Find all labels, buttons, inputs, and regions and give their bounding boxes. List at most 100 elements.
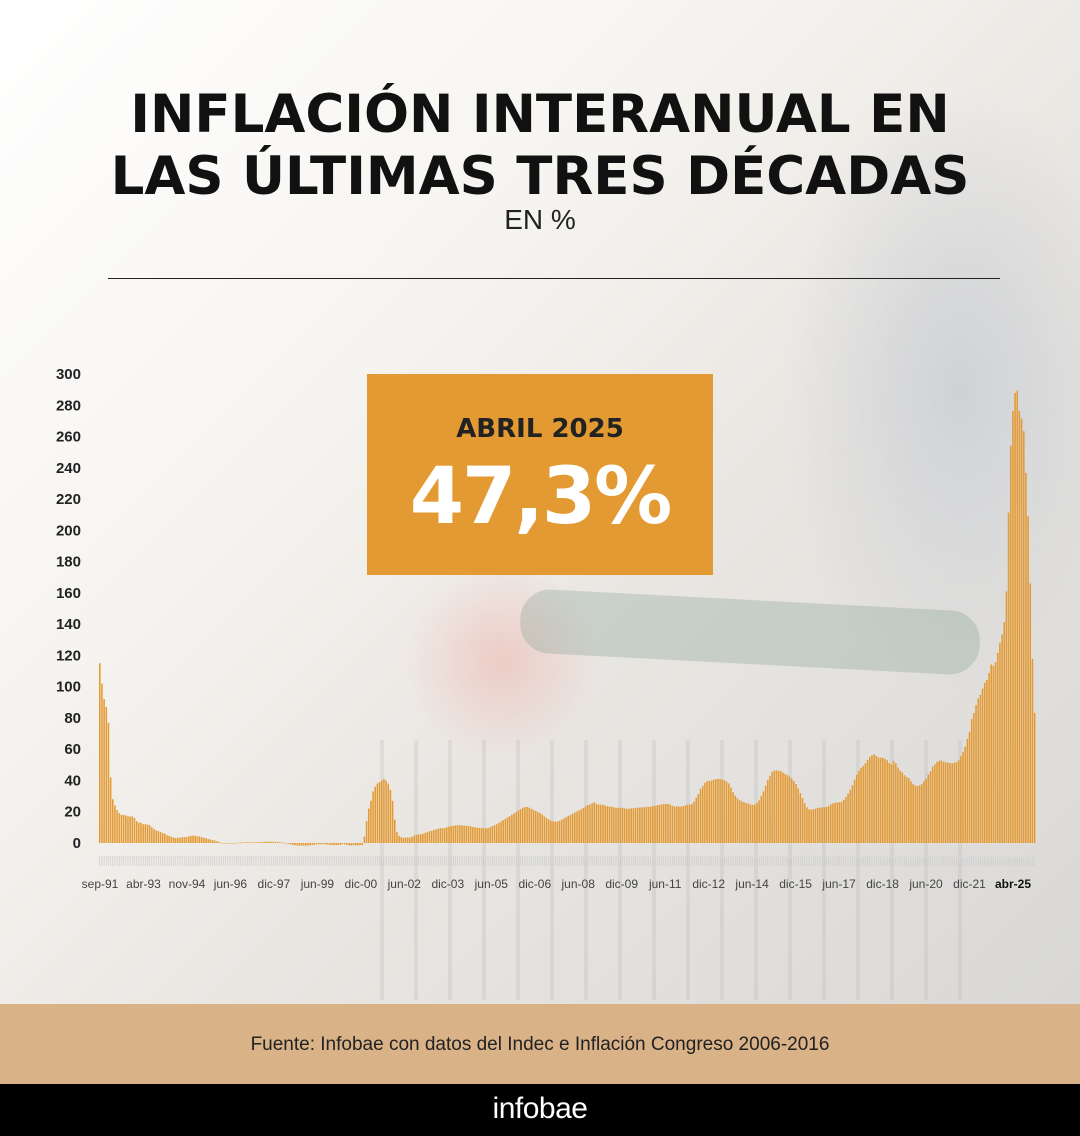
- bar: [886, 760, 888, 843]
- y-tick-label: 60: [64, 741, 81, 758]
- bar: [688, 804, 691, 843]
- bar: [853, 779, 856, 843]
- bar: [229, 843, 231, 844]
- bar: [259, 842, 262, 843]
- bar: [695, 797, 698, 843]
- bar: [777, 770, 780, 843]
- bar: [604, 805, 606, 843]
- bar: [999, 643, 1001, 843]
- bar: [832, 803, 834, 843]
- bar: [387, 783, 390, 843]
- bar: [710, 780, 713, 843]
- bar: [266, 841, 268, 843]
- bar: [862, 765, 865, 843]
- bar: [983, 682, 986, 843]
- bar: [116, 810, 118, 843]
- bar: [446, 827, 448, 843]
- bar: [552, 821, 554, 843]
- bar: [610, 806, 613, 843]
- bar: [871, 755, 873, 843]
- bar: [773, 770, 776, 843]
- bar: [224, 843, 227, 844]
- bar: [367, 808, 370, 843]
- bar: [786, 775, 789, 843]
- source-text: Fuente: Infobae con datos del Indec e In…: [250, 1034, 830, 1055]
- bar: [938, 760, 940, 843]
- bar: [409, 837, 411, 843]
- bar: [430, 830, 433, 843]
- bar: [491, 826, 494, 843]
- bar: [632, 808, 635, 843]
- bar: [1033, 712, 1036, 843]
- bar: [480, 827, 483, 843]
- bar: [790, 778, 793, 843]
- bar: [161, 832, 164, 843]
- bar: [276, 842, 279, 843]
- x-tick-label: dic-09: [605, 877, 638, 891]
- bar: [131, 816, 134, 843]
- bar: [955, 762, 958, 843]
- bar: [949, 762, 951, 843]
- bar: [762, 791, 765, 843]
- bar: [970, 719, 973, 843]
- bar: [402, 837, 405, 843]
- bar: [1025, 472, 1027, 843]
- bar: [311, 843, 314, 846]
- bar: [537, 812, 539, 843]
- bar: [758, 800, 760, 843]
- y-tick-label: 120: [56, 647, 81, 664]
- bar: [376, 783, 379, 843]
- bar: [888, 763, 891, 843]
- bar: [508, 816, 511, 843]
- x-tick-label: dic-15: [779, 877, 812, 891]
- bar: [524, 807, 526, 843]
- bar: [678, 806, 680, 843]
- x-tick-label: jun-99: [300, 877, 335, 891]
- bar: [226, 843, 229, 844]
- bar: [194, 835, 196, 843]
- bar: [341, 843, 344, 844]
- bar: [129, 816, 131, 843]
- title-line-1: INFLACIÓN INTERANUAL EN: [130, 84, 950, 145]
- bar: [589, 804, 591, 843]
- bar: [239, 842, 242, 844]
- bar: [1001, 634, 1003, 843]
- bar: [652, 806, 654, 843]
- bar: [732, 792, 734, 843]
- bar: [151, 827, 153, 843]
- bar: [966, 738, 969, 843]
- x-tick-label: dic-18: [866, 877, 899, 891]
- title-divider: [108, 278, 1000, 279]
- bar: [506, 817, 509, 843]
- bar: [547, 819, 550, 843]
- y-tick-label: 300: [56, 366, 81, 383]
- bar: [378, 782, 381, 843]
- bar: [482, 828, 485, 843]
- bar: [797, 788, 799, 843]
- bar: [424, 832, 426, 843]
- bar: [1020, 418, 1023, 843]
- bar: [407, 837, 409, 843]
- bar: [842, 799, 845, 843]
- bar: [1007, 512, 1010, 843]
- bar: [361, 843, 364, 846]
- bar: [498, 822, 500, 843]
- bar: [242, 842, 244, 844]
- bar: [1014, 392, 1016, 843]
- bar: [250, 842, 253, 843]
- bar: [660, 804, 663, 843]
- bar: [569, 814, 572, 843]
- bar: [597, 804, 600, 843]
- background-shape: [400, 560, 600, 760]
- bar: [968, 731, 971, 843]
- bar: [437, 828, 439, 843]
- bar: [760, 795, 763, 843]
- page-subtitle: EN %: [504, 204, 576, 235]
- bar: [452, 825, 455, 843]
- bar: [283, 842, 285, 844]
- bar: [485, 828, 487, 843]
- bar: [658, 804, 661, 843]
- bar: [168, 835, 170, 843]
- bar: [682, 806, 685, 843]
- y-tick-label: 140: [56, 616, 81, 633]
